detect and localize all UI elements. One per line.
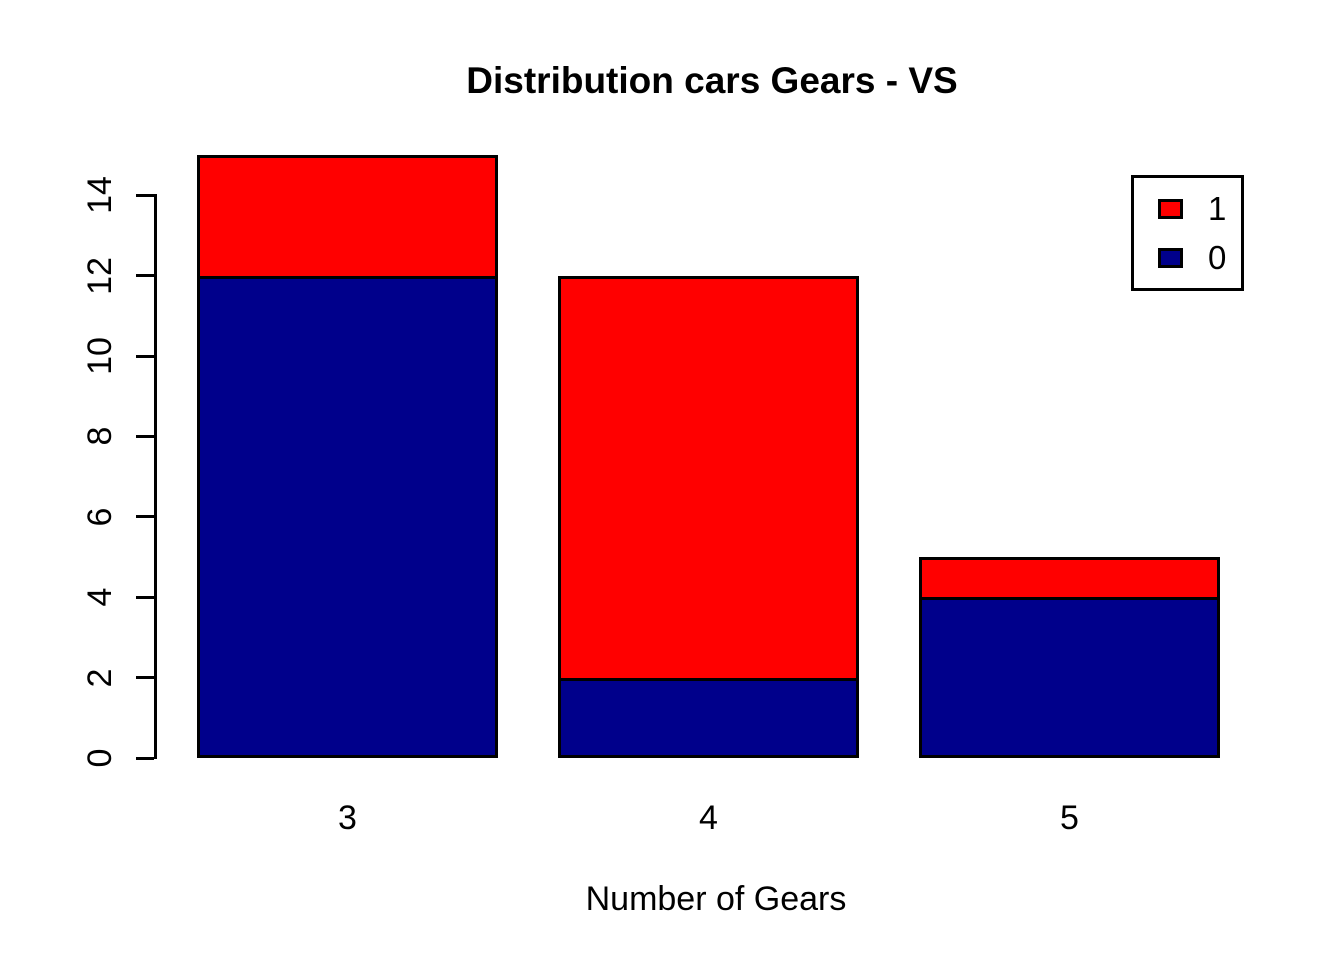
legend-label-vs1: 1 (1208, 190, 1227, 227)
y-axis-line (154, 194, 157, 759)
y-tick-label: 4 (81, 587, 119, 607)
bar-gear-3 (197, 155, 498, 758)
y-tick-label: 8 (81, 426, 119, 446)
bar-segment-vs1 (197, 155, 498, 276)
y-tick-mark (136, 434, 154, 438)
bar-segment-vs1 (558, 275, 859, 678)
bar-gear-4 (558, 275, 859, 758)
bar-segment-vs0 (558, 677, 859, 758)
bar-gear-5 (919, 557, 1220, 758)
y-tick-mark (136, 595, 154, 599)
x-axis-title: Number of Gears (585, 880, 847, 918)
y-tick-label: 6 (81, 507, 119, 527)
x-category-label: 4 (699, 799, 718, 837)
y-tick-label: 12 (81, 256, 119, 295)
y-tick-label: 10 (81, 337, 119, 375)
x-category-label: 5 (1060, 799, 1079, 837)
y-tick-mark (136, 354, 154, 358)
x-category-label: 3 (338, 799, 357, 837)
legend-swatch-blue (1158, 247, 1183, 268)
legend-swatch-red (1158, 198, 1183, 219)
chart-title: Distribution cars Gears - VS (466, 60, 958, 101)
legend-label-vs0: 0 (1208, 239, 1227, 276)
legend-item-vs1: 1 (1158, 192, 1241, 225)
bar-segment-vs0 (919, 597, 1220, 758)
legend-item-vs0: 0 (1158, 241, 1241, 274)
y-tick-mark (136, 515, 154, 519)
y-tick-mark (136, 676, 154, 680)
y-tick-mark (136, 193, 154, 197)
y-tick-label: 14 (81, 176, 119, 215)
bar-segment-vs1 (919, 557, 1220, 598)
y-tick-mark (136, 274, 154, 278)
y-tick-label: 2 (81, 668, 119, 688)
legend: 1 0 (1131, 175, 1244, 291)
bar-segment-vs0 (197, 275, 498, 758)
y-tick-label: 0 (81, 748, 119, 768)
y-tick-mark (136, 756, 154, 760)
